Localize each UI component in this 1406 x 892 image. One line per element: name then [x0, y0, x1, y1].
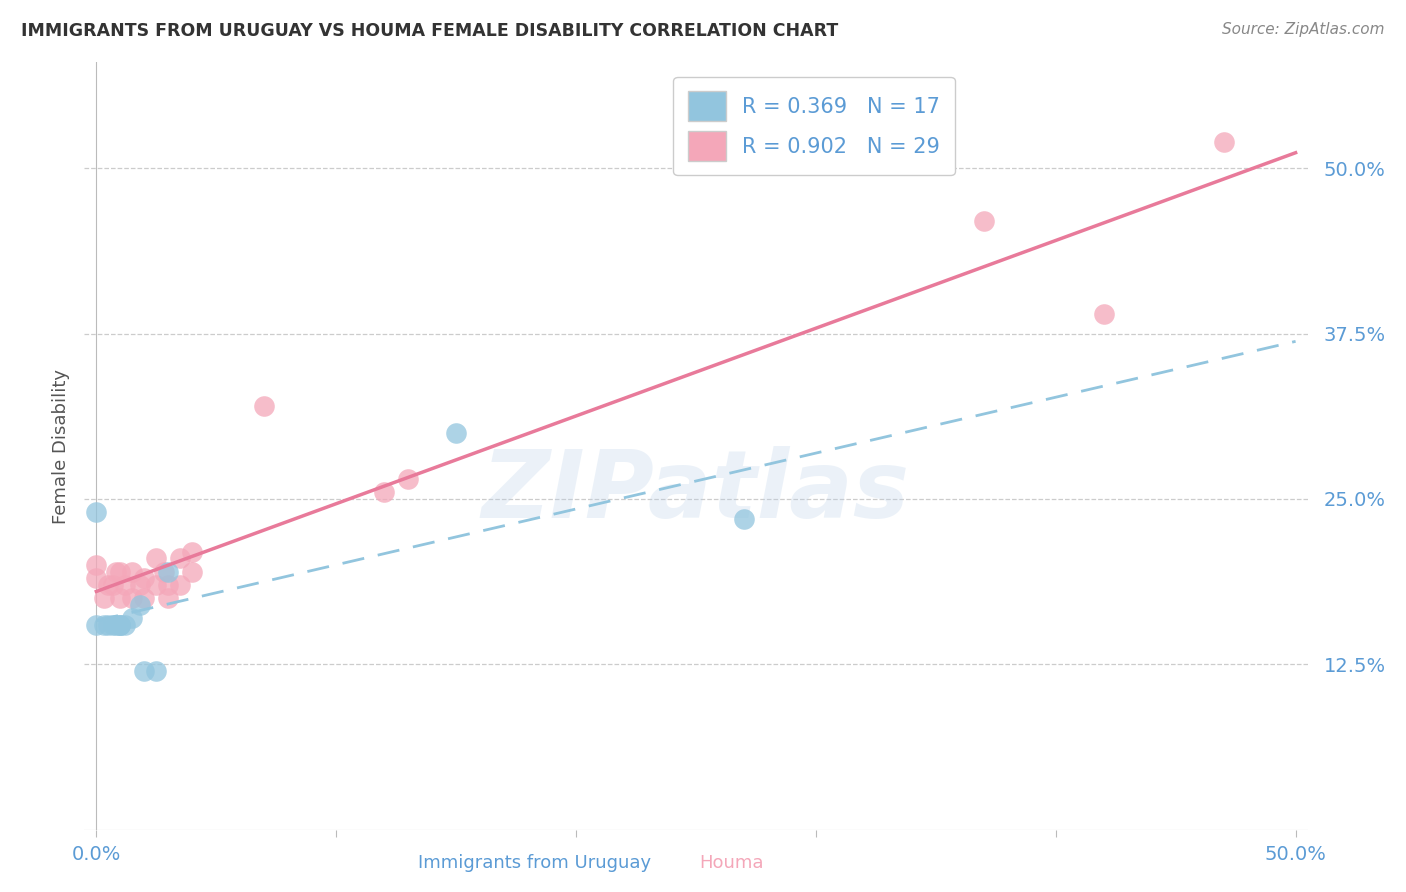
Text: Houma: Houma: [699, 855, 763, 872]
Point: [86, 617, 108, 632]
Text: Source: ZipAtlas.com: Source: ZipAtlas.com: [1222, 22, 1385, 37]
Point: [1092, 307, 1115, 321]
Point: [93, 617, 115, 632]
Text: ZIPatlas: ZIPatlas: [482, 446, 910, 538]
Point: [110, 617, 132, 632]
Point: [101, 617, 124, 632]
Point: [114, 617, 136, 632]
Point: [121, 591, 143, 606]
Point: [121, 611, 143, 625]
Y-axis label: Female Disability: Female Disability: [52, 368, 70, 524]
Point: [110, 617, 132, 632]
Text: Immigrants from Uruguay: Immigrants from Uruguay: [418, 855, 651, 872]
Point: [181, 565, 204, 579]
Point: [86, 505, 108, 519]
Point: [181, 545, 204, 559]
Point: [145, 578, 167, 592]
Point: [152, 565, 174, 579]
Point: [253, 400, 276, 414]
Point: [104, 617, 127, 632]
Point: [104, 565, 127, 579]
Legend: R = 0.369   N = 17, R = 0.902   N = 29: R = 0.369 N = 17, R = 0.902 N = 29: [673, 77, 955, 175]
Point: [97, 578, 120, 592]
Point: [169, 551, 191, 566]
Point: [134, 571, 156, 585]
Point: [114, 578, 136, 592]
Point: [110, 591, 132, 606]
Point: [145, 664, 167, 678]
Point: [134, 591, 156, 606]
Point: [1212, 135, 1234, 149]
Point: [157, 578, 180, 592]
Point: [97, 617, 120, 632]
Point: [110, 565, 132, 579]
Point: [145, 551, 167, 566]
Point: [128, 578, 150, 592]
Point: [733, 512, 755, 526]
Point: [86, 571, 108, 585]
Point: [134, 664, 156, 678]
Point: [444, 425, 467, 440]
Point: [373, 485, 395, 500]
Point: [86, 558, 108, 572]
Point: [93, 591, 115, 606]
Point: [973, 214, 995, 228]
Point: [157, 565, 180, 579]
Point: [110, 617, 132, 632]
Point: [396, 472, 419, 486]
Point: [157, 591, 180, 606]
Point: [121, 565, 143, 579]
Point: [101, 578, 124, 592]
Text: IMMIGRANTS FROM URUGUAY VS HOUMA FEMALE DISABILITY CORRELATION CHART: IMMIGRANTS FROM URUGUAY VS HOUMA FEMALE …: [21, 22, 838, 40]
Point: [169, 578, 191, 592]
Point: [128, 598, 150, 612]
